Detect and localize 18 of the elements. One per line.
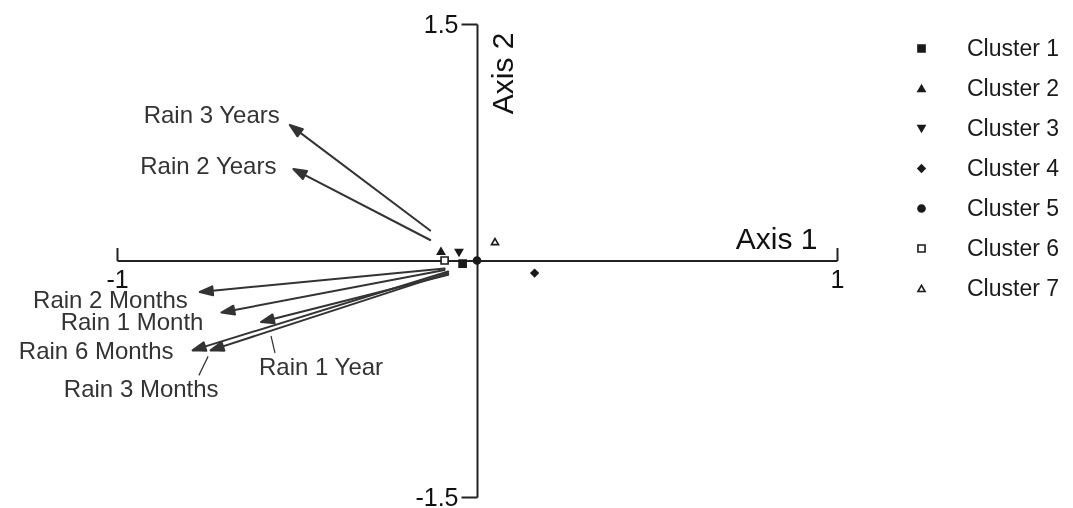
y-axis-title: Axis 2: [485, 32, 519, 115]
legend-label: Cluster 1: [967, 34, 1060, 61]
x-axis-title: Axis 1: [735, 222, 818, 255]
legend-label: Cluster 6: [967, 234, 1060, 261]
series-label: Rain 1 Month: [60, 307, 204, 335]
y-tick-label: 1.5: [423, 9, 459, 38]
legend-label: Cluster 4: [967, 154, 1060, 181]
y-tick-label: -1.5: [415, 482, 459, 508]
x-tick-label: 1: [830, 265, 845, 293]
series-label: Rain 6 Months: [18, 337, 174, 365]
series-label: Rain 3 Months: [63, 375, 219, 403]
legend-label: Cluster 5: [967, 194, 1060, 221]
series-label: Rain 2 Years: [140, 152, 277, 180]
legend-label: Cluster 2: [967, 74, 1060, 101]
legend-label: Cluster 3: [967, 114, 1060, 141]
legend-label: Cluster 7: [967, 274, 1060, 301]
legend-label: Rain 1 Year: [259, 352, 384, 380]
series-label: Rain 3 Years: [143, 100, 280, 128]
